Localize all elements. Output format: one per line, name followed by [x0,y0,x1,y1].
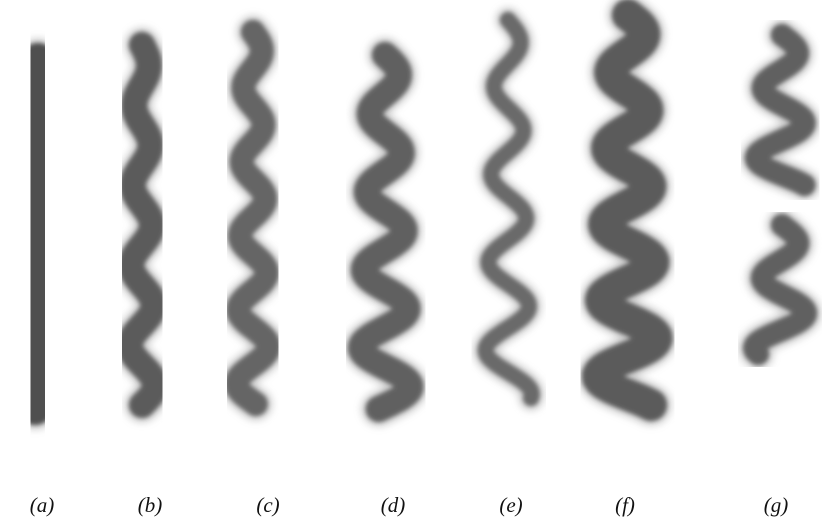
panel-label: (f) [615,493,635,517]
flow-strip [33,60,42,408]
panel-label: (e) [499,493,522,517]
panel-label: (b) [138,493,163,517]
page: {"panels": [{"label": "(a)"}, {"label": … [0,0,832,522]
panel-labels: (a) (b) (c) (d) (e) (f) (g) [30,493,789,517]
panel-label: (c) [256,493,279,517]
panel-label: (d) [381,493,406,517]
figure: (a) (b) (c) (d) (e) (f) (g) [0,0,832,522]
panel-label: (a) [30,493,55,517]
panel-label: (g) [764,493,789,517]
flow-images [33,15,806,409]
